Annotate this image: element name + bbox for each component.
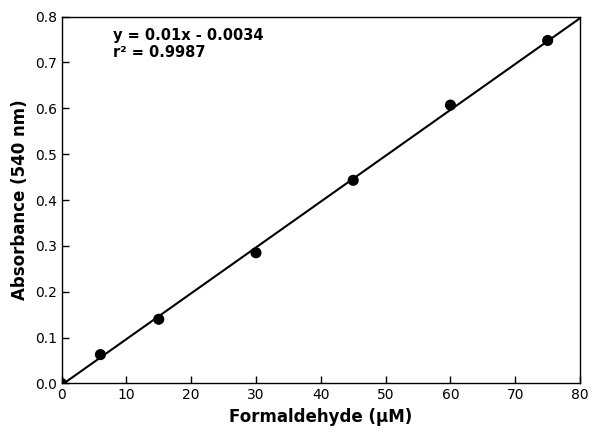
Point	[57, 380, 67, 387]
Text: y = 0.01x - 0.0034
r² = 0.9987: y = 0.01x - 0.0034 r² = 0.9987	[113, 28, 264, 60]
Point	[446, 102, 455, 109]
X-axis label: Formaldehyde (μM): Formaldehyde (μM)	[229, 408, 412, 426]
Point	[95, 351, 105, 358]
Y-axis label: Absorbance (540 nm): Absorbance (540 nm)	[11, 100, 29, 300]
Point	[349, 177, 358, 184]
Point	[251, 249, 261, 256]
Point	[154, 316, 164, 323]
Point	[543, 37, 553, 44]
